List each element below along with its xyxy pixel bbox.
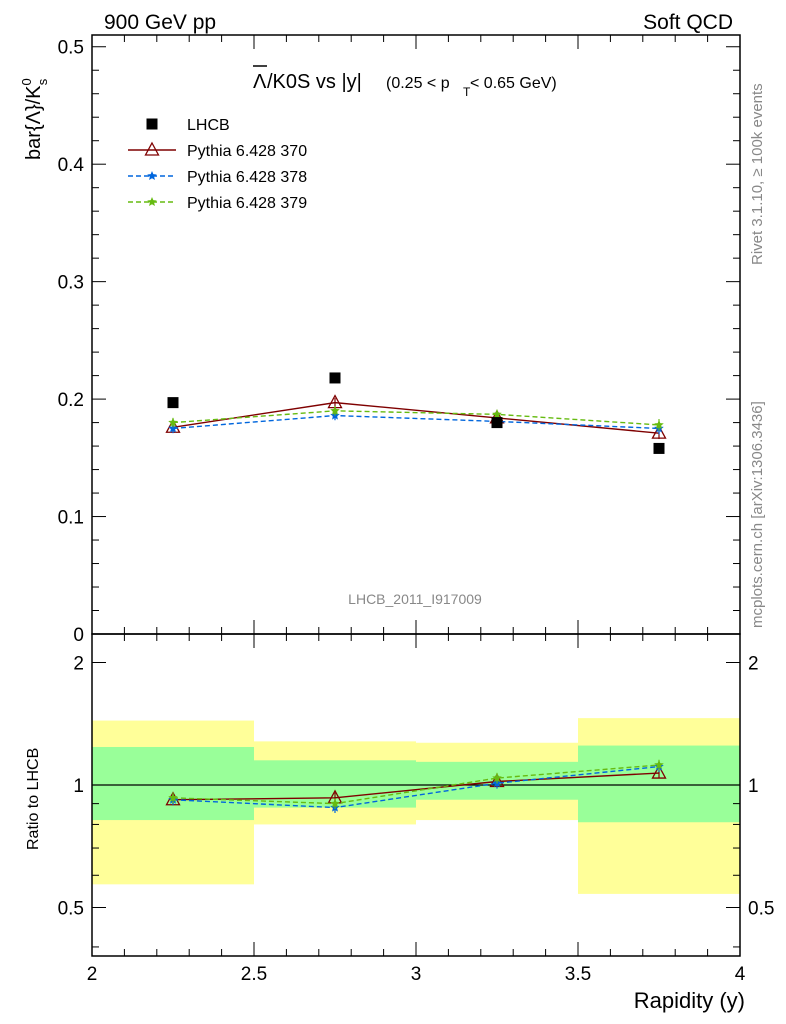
data-point xyxy=(168,417,178,427)
ratio-y-tick-label-right: 1 xyxy=(748,776,759,797)
ylabel-main: bar{Λ}/K xyxy=(23,85,45,160)
ratio-series-2 xyxy=(168,759,664,810)
legend-entry: Pythia 6.428 379 xyxy=(128,195,307,212)
main-ylabel: bar{Λ}/K0s xyxy=(19,78,50,160)
ratio-point xyxy=(654,759,664,770)
y-tick-label: 0.1 xyxy=(58,508,84,529)
data-point xyxy=(492,409,502,419)
ratio-y-tick-label: 1 xyxy=(73,776,84,797)
ratio-point xyxy=(492,773,502,783)
legend-marker xyxy=(146,118,158,130)
ratio-line xyxy=(172,772,660,801)
ratio-y-tick-label: 0.5 xyxy=(58,898,84,919)
ratio-ylabel: Ratio to LHCB xyxy=(25,748,42,850)
title-lambda: Λ xyxy=(253,71,267,93)
analysis-watermark: LHCB_2011_I917009 xyxy=(348,591,482,607)
ratio-point xyxy=(651,764,667,779)
data-point xyxy=(654,419,664,429)
title-cut-sub: T xyxy=(463,85,471,99)
legend-label: Pythia 6.428 370 xyxy=(187,143,307,160)
legend-label: LHCB xyxy=(187,117,230,134)
legend-marker xyxy=(147,197,157,207)
title-cut: (0.25 < p xyxy=(386,75,450,92)
ratio-point xyxy=(330,798,340,808)
ylabel-text: bar{Λ}/K0s xyxy=(19,78,50,160)
band-inner-0 xyxy=(92,746,254,821)
rivet-label: Rivet 3.1.10, ≥ 100k events xyxy=(749,83,766,265)
legend-entry: Pythia 6.428 378 xyxy=(128,169,307,186)
ratio-y-tick-label: 2 xyxy=(73,654,84,675)
data-point xyxy=(651,424,667,439)
y-tick-label: 0.5 xyxy=(58,38,84,59)
y-tick-label: 0.2 xyxy=(58,390,84,411)
main-title: Λ /K0S vs |y| (0.25 < p T < 0.65 GeV) xyxy=(253,65,557,99)
data-point xyxy=(491,417,503,429)
x-axis-label: Rapidity (y) xyxy=(634,988,745,1013)
legend-marker xyxy=(147,171,157,181)
ratio-line xyxy=(172,765,660,809)
data-point xyxy=(329,372,341,384)
header-right: Soft QCD xyxy=(643,11,733,34)
main-plot-area: 0 0.1 0.2 0.3 0.4 0.5 xyxy=(58,34,741,646)
ratio-series xyxy=(165,759,667,813)
series-line xyxy=(172,410,660,426)
title-cut-end: < 0.65 GeV) xyxy=(470,75,557,92)
ratio-y-tick-label-right: 2 xyxy=(748,654,759,675)
mcplots-label: mcplots.cern.ch [arXiv:1306.3436] xyxy=(749,401,766,628)
x-tick-label: 2 xyxy=(87,964,98,985)
x-tick-label: 4 xyxy=(735,964,746,985)
ylabel-sub: s xyxy=(35,78,50,85)
ratio-line xyxy=(172,764,660,805)
header-left: 900 GeV pp xyxy=(104,11,216,34)
x-tick-label: 3 xyxy=(411,964,422,985)
y-tick-label: 0.4 xyxy=(58,155,85,176)
series-2 xyxy=(168,410,664,435)
legend-marker xyxy=(144,141,160,156)
ratio-y-tick-label-right: 0.5 xyxy=(748,898,774,919)
series-3 xyxy=(168,405,664,431)
series-line xyxy=(172,414,660,430)
legend-label: Pythia 6.428 378 xyxy=(187,169,307,186)
y-tick-label: 0.3 xyxy=(58,273,84,294)
x-tick-label: 3.5 xyxy=(565,964,591,985)
ylabel-sup: 0 xyxy=(19,78,34,85)
x-tick-label: 2.5 xyxy=(241,964,267,985)
legend: LHCB Pythia 6.428 370 Pythia 6.428 378 Pyth… xyxy=(128,117,307,212)
data-point xyxy=(167,397,179,409)
legend-entry: Pythia 6.428 370 xyxy=(128,141,307,160)
ratio-plot-area: 2 2.5 3 3.5 4 0.5 0.5 1 1 2 2 xyxy=(58,633,774,985)
series-line xyxy=(172,401,660,434)
legend-entry: LHCB xyxy=(146,117,230,134)
data-point xyxy=(168,423,178,433)
legend-label: Pythia 6.428 379 xyxy=(187,195,307,212)
y-tick-label: 0 xyxy=(73,625,84,646)
ratio-point xyxy=(168,792,178,802)
title-main: /K0S vs |y| xyxy=(267,71,362,93)
main-series xyxy=(165,372,667,454)
data-point xyxy=(330,405,340,415)
band-inner-3 xyxy=(578,745,740,823)
data-point xyxy=(653,442,665,454)
series-data xyxy=(167,372,665,454)
